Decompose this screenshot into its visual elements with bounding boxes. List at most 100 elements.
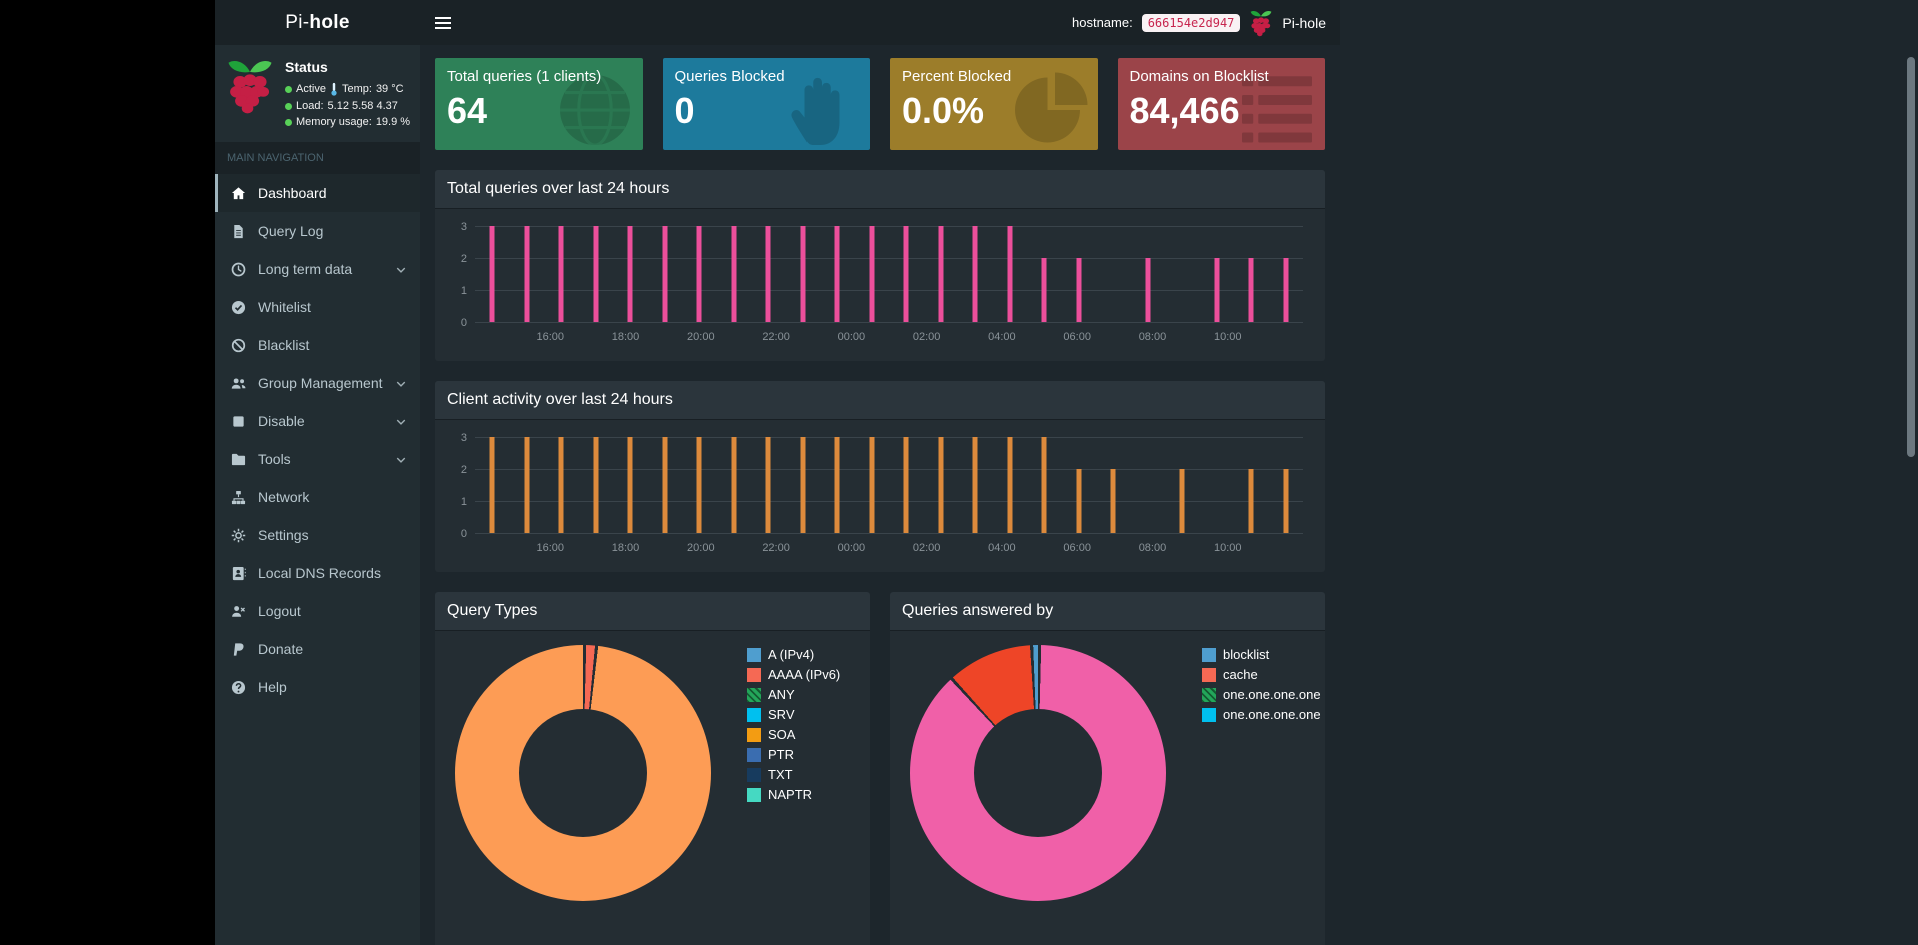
x-axis-tick: 20:00	[687, 542, 715, 554]
legend-item-srv[interactable]: SRV	[747, 707, 840, 722]
bottom-row: Query Types A (IPv4) AAAA (IPv6) ANY SRV SOA…	[435, 592, 1325, 945]
gridline	[475, 322, 1303, 323]
legend-item-txt[interactable]: TXT	[747, 767, 840, 782]
scrollbar-thumb[interactable]	[1907, 57, 1915, 457]
x-axis-tick: 02:00	[912, 331, 941, 343]
client-activity-bar-chart: 0 1 2 3 16:00 18:00 20:00 22:00 00:00 02:00 04:00 0…	[461, 432, 1303, 554]
chart-bar	[1179, 469, 1185, 533]
x-axis-tick: 04:00	[988, 542, 1016, 554]
stat-card-value: 0.0%	[902, 90, 985, 131]
legend-label: one.one.one.one	[1223, 707, 1321, 722]
stat-card-total-queries-1-clients: Total queries (1 clients) 64	[435, 58, 643, 150]
total-queries-panel: Total queries over last 24 hours 0 1 2 3 16:…	[435, 170, 1325, 361]
y-axis-tick: 3	[460, 432, 467, 444]
panel-title: Queries answered by	[890, 592, 1325, 631]
sidebar-item-settings[interactable]: Settings	[215, 516, 420, 554]
legend-item-aaaa-ipv6[interactable]: AAAA (IPv6)	[747, 667, 840, 682]
sidebar-item-help[interactable]: Help	[215, 668, 420, 706]
donut-hole	[974, 709, 1102, 837]
sidebar-item-local-dns-records[interactable]: Local DNS Records	[215, 554, 420, 592]
chart-bar	[731, 226, 737, 322]
sidebar-item-tools[interactable]: Tools	[215, 440, 420, 478]
legend-item-any[interactable]: ANY	[747, 687, 840, 702]
chart-bar	[800, 437, 806, 533]
chart-bar	[1145, 258, 1151, 322]
total-queries-bar-chart: 0 1 2 3 16:00 18:00 20:00 22:00 00:00 02:00 04:00 0…	[461, 221, 1303, 343]
chart-bar	[765, 437, 771, 533]
hamburger-icon	[435, 16, 451, 19]
status-load-line: Load: 5.12 5.58 4.37	[285, 100, 410, 112]
legend-item-one-one-one-one[interactable]: one.one.one.one	[1202, 687, 1321, 702]
legend-item-ptr[interactable]: PTR	[747, 747, 840, 762]
sidebar-item-label: Help	[258, 679, 287, 695]
sidebar-item-blacklist[interactable]: Blacklist	[215, 326, 420, 364]
sidebar-item-label: Disable	[258, 413, 305, 429]
legend-item-blocklist[interactable]: blocklist	[1202, 647, 1321, 662]
gridline	[475, 501, 1303, 502]
gridline	[475, 437, 1303, 438]
legend-item-cache[interactable]: cache	[1202, 667, 1321, 682]
sidebar-item-logout[interactable]: Logout	[215, 592, 420, 630]
sidebar-item-donate[interactable]: Donate	[215, 630, 420, 668]
chart-bar	[696, 437, 702, 533]
chart-bar	[489, 226, 495, 322]
chart-bar	[834, 437, 840, 533]
legend-item-a-ipv4[interactable]: A (IPv4)	[747, 647, 840, 662]
client-activity-panel: Client activity over last 24 hours 0 1 2 3 1…	[435, 381, 1325, 572]
sidebar-item-label: Blacklist	[258, 337, 310, 353]
sidebar-item-label: Settings	[258, 527, 309, 543]
sidebar-item-label: Group Management	[258, 375, 383, 391]
file-icon	[231, 223, 248, 239]
sidebar-item-label: Long term data	[258, 261, 353, 277]
sidebar-item-label: Logout	[258, 603, 301, 619]
sidebar-item-network[interactable]: Network	[215, 478, 420, 516]
legend-label: ANY	[768, 687, 795, 702]
users-icon	[231, 375, 248, 391]
sidebar-logo[interactable]: Pi-hole	[215, 0, 420, 45]
chart-bar	[558, 437, 564, 533]
question-icon	[231, 679, 248, 695]
legend-swatch	[747, 667, 761, 682]
pie-icon	[1010, 70, 1090, 150]
legend-item-one-one-one-one[interactable]: one.one.one.one	[1202, 707, 1321, 722]
legend-item-naptr[interactable]: NAPTR	[747, 787, 840, 802]
legend-label: SOA	[768, 727, 796, 742]
sidebar-item-label: Whitelist	[258, 299, 311, 315]
y-axis-tick: 0	[460, 528, 467, 540]
gridline	[475, 226, 1303, 227]
sidebar-toggle-button[interactable]	[420, 0, 466, 45]
sidebar-item-whitelist[interactable]: Whitelist	[215, 288, 420, 326]
chart-bar	[938, 226, 944, 322]
hand-icon	[782, 70, 862, 150]
hostname-value-badge: 666154e2d947	[1141, 13, 1241, 32]
query-types-panel: Query Types A (IPv4) AAAA (IPv6) ANY SRV SOA…	[435, 592, 870, 945]
x-axis-tick: 22:00	[762, 542, 790, 554]
brand-prefix: Pi-	[285, 11, 310, 33]
sign-out-icon	[231, 603, 248, 619]
stat-card-title: Domains on Blocklist	[1129, 68, 1269, 85]
gridline	[475, 533, 1303, 534]
legend-label: one.one.one.one	[1223, 687, 1321, 702]
chart-bar	[1007, 226, 1013, 322]
network-icon	[231, 489, 248, 505]
x-axis-tick: 18:00	[611, 542, 640, 554]
status-panel: Status Active Temp: 39 °C Load: 5.12 5.5…	[215, 45, 420, 142]
chart-bar	[1007, 437, 1013, 533]
x-axis-tick: 22:00	[762, 331, 790, 343]
paypal-icon	[231, 641, 248, 657]
status-memory-line: Memory usage: 19.9 %	[285, 116, 410, 128]
sidebar-item-group-management[interactable]: Group Management	[215, 364, 420, 402]
sidebar-item-long-term-data[interactable]: Long term data	[215, 250, 420, 288]
chevron-down-icon	[395, 377, 407, 389]
legend-item-soa[interactable]: SOA	[747, 727, 840, 742]
sidebar-item-query-log[interactable]: Query Log	[215, 212, 420, 250]
legend-swatch	[747, 707, 761, 722]
stat-card-value: 84,466	[1129, 90, 1240, 131]
x-axis-tick: 08:00	[1138, 542, 1167, 554]
pihole-app: Pi-hole hostname: 666154e2d947	[215, 0, 1340, 945]
sidebar-item-dashboard[interactable]: Dashboard	[215, 174, 420, 212]
chart-bar	[627, 226, 633, 322]
temperature-icon	[331, 82, 337, 96]
sidebar-item-disable[interactable]: Disable	[215, 402, 420, 440]
